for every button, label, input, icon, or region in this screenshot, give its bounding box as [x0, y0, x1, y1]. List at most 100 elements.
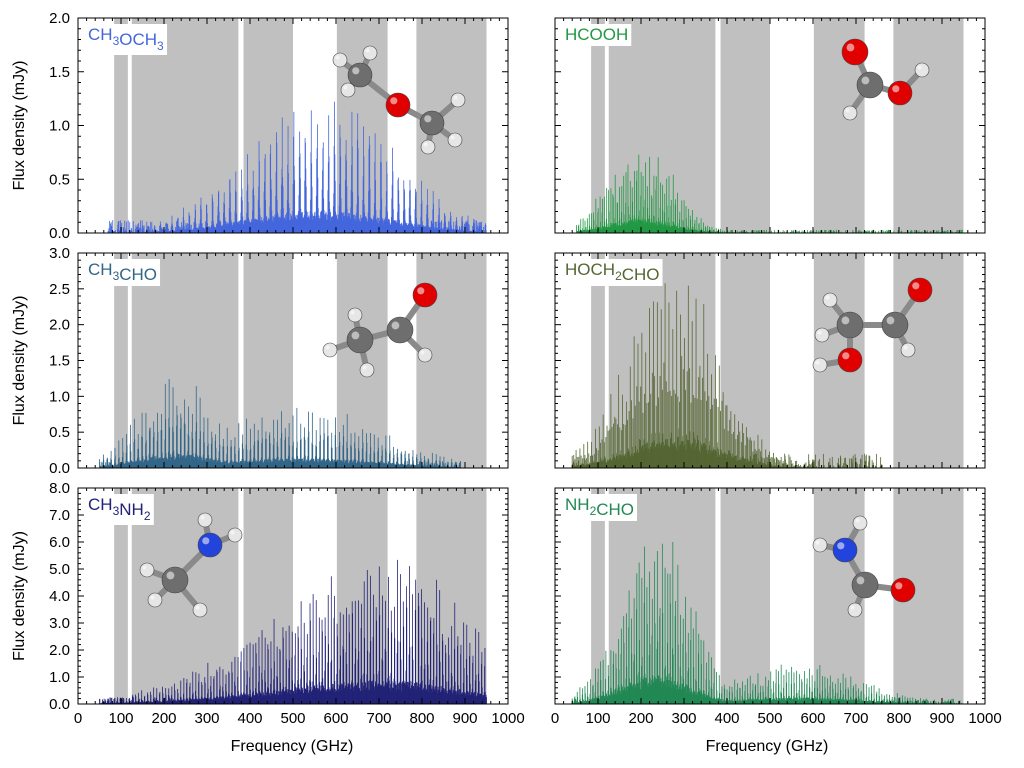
observing-band-1	[591, 253, 605, 468]
y-tick-label: 0.5	[49, 171, 70, 188]
atom-C	[386, 316, 414, 344]
atom-highlight	[391, 321, 400, 330]
atom-highlight	[325, 345, 330, 350]
y-tick-label: 0.0	[49, 225, 70, 242]
atom-highlight	[335, 55, 340, 60]
y-tick-label: 1.0	[49, 118, 70, 135]
observing-band-3	[243, 18, 293, 233]
y-tick-label: 0.5	[49, 424, 70, 441]
atom-highlight	[845, 108, 850, 113]
atom-C	[856, 71, 884, 99]
molecule-label-bg	[562, 24, 632, 46]
atom-O	[385, 92, 411, 118]
spectral-lines	[99, 379, 461, 468]
atom-H	[447, 132, 463, 148]
atom-highlight	[912, 282, 920, 290]
atom-C	[881, 311, 909, 339]
y-tick-label: 2.0	[49, 317, 70, 334]
atom-highlight	[362, 365, 367, 370]
molecule-label-bg	[562, 259, 663, 286]
atom-H	[914, 62, 930, 78]
atom-H	[362, 45, 378, 61]
observing-band-5	[893, 18, 964, 233]
molecule-label-bg	[85, 259, 161, 286]
observing-band-1	[591, 18, 605, 233]
spectral-lines	[571, 283, 883, 468]
atom-highlight	[892, 85, 900, 93]
molecule-label: HOCH2CHO	[565, 260, 660, 284]
atom-highlight	[420, 350, 425, 355]
atom-C	[419, 110, 445, 136]
y-tick-label: 1.5	[49, 64, 70, 81]
molecule-label: CH3OCH3	[88, 25, 164, 53]
observing-band-3	[243, 253, 293, 468]
observing-band-3	[720, 253, 770, 468]
atom-highlight	[343, 85, 348, 90]
atom-H	[347, 307, 363, 323]
atom-H	[332, 52, 348, 68]
atom-O	[887, 80, 913, 106]
atom-highlight	[842, 352, 850, 360]
atom-H	[420, 139, 436, 155]
atom-highlight	[861, 76, 870, 85]
atom-highlight	[351, 331, 360, 340]
atom-highlight	[815, 360, 820, 365]
atom-H	[322, 342, 338, 358]
atom-H	[359, 362, 375, 378]
atom-C	[836, 311, 864, 339]
atom-O	[412, 282, 438, 308]
observing-band-1	[114, 253, 128, 468]
observing-band-1	[114, 18, 128, 233]
atom-O	[837, 347, 863, 373]
molecule-model-acetaldehyde	[322, 282, 438, 378]
molecule-label-bg	[85, 24, 168, 55]
atom-highlight	[423, 142, 428, 147]
atom-highlight	[424, 115, 432, 123]
atom-O	[907, 277, 933, 303]
atom-highlight	[450, 135, 455, 140]
atom-highlight	[350, 310, 355, 315]
atom-H	[812, 357, 828, 373]
y-tick-label: 3.0	[49, 245, 70, 262]
observing-band-3	[720, 18, 770, 233]
atom-highlight	[390, 97, 398, 105]
atom-highlight	[817, 330, 822, 335]
atom-H	[450, 92, 466, 108]
atom-highlight	[917, 65, 922, 70]
y-tick-label: 2.0	[49, 10, 70, 27]
atom-H	[814, 327, 830, 343]
panel-middle-right: HOCH2CHO	[554, 252, 986, 469]
y-tick-label: 1.0	[49, 388, 70, 405]
observing-band-1	[114, 488, 128, 704]
atom-H	[340, 82, 356, 98]
atom-highlight	[453, 95, 458, 100]
atom-highlight	[903, 345, 908, 350]
y-axis-label: Flux density (mJy)	[11, 296, 28, 426]
spectral-lines	[99, 559, 487, 704]
atom-O	[841, 38, 869, 66]
panel-bottom-left: 0 100 200 300 400 500 600 700 800 900 10000.01.02.…	[11, 480, 525, 727]
y-axis-label: Flux density (mJy)	[11, 61, 28, 191]
atom-highlight	[886, 316, 895, 325]
atom-H	[842, 105, 858, 121]
y-tick-label: 0.0	[49, 460, 70, 477]
panel-middle-left: 0.0 0.5 1.0 1.5 2.0 2.5 3.0 Flux density (mJy) C…	[11, 245, 509, 477]
molecule-model-glycolaldehyde	[812, 277, 933, 373]
panel-top-right: HCOOH	[554, 17, 986, 234]
molecule-model-formic-acid	[841, 38, 930, 121]
panel-top-left: 0.0 0.5 1.0 1.5 2.0 Flux density (mJy) CH3OCH3	[11, 10, 509, 242]
y-tick-label: 1.5	[49, 353, 70, 370]
atom-highlight	[846, 43, 855, 52]
atom-highlight	[841, 316, 850, 325]
atom-H	[900, 342, 916, 358]
atom-H	[822, 292, 838, 308]
observing-band-4	[336, 18, 388, 233]
molecule-model-dimethyl-ether	[332, 45, 466, 155]
atom-highlight	[352, 67, 360, 75]
atom-highlight	[365, 48, 370, 53]
atom-C	[346, 326, 374, 354]
atom-C	[347, 62, 373, 88]
molecule-label: HCOOH	[565, 25, 628, 44]
atom-highlight	[825, 295, 830, 300]
